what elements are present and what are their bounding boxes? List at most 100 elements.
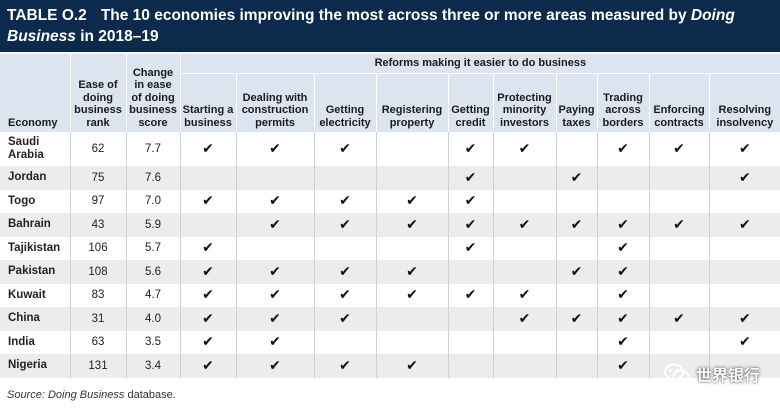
header-reform-area: Protecting minority investors [492,73,556,132]
checkmark-icon: ✔ [518,141,531,157]
reform-cell [447,330,493,354]
reform-cell: ✔ [708,330,780,354]
reform-cell [555,354,597,378]
checkmark-icon: ✔ [202,263,214,280]
checkmark-icon: ✔ [617,240,629,257]
reform-cell: ✔ [596,260,649,284]
economy-cell: Saudi Arabia [8,136,44,161]
table-row: Jordan 75 7.6 ✔ ✔ ✔ [0,166,780,190]
change-cell: 3.4 [125,354,180,378]
reform-cell: ✔ [313,260,376,284]
checkmark-icon: ✔ [202,193,214,210]
checkmark-icon: ✔ [339,193,351,210]
checkmark-icon: ✔ [269,263,281,280]
title-suffix: in 2018–19 [75,28,159,45]
rank-cell: 131 [69,354,126,378]
change-cell: 4.7 [125,283,180,307]
reform-cell: ✔ [235,132,314,166]
reform-cell [375,330,448,354]
reform-cell: ✔ [447,236,493,260]
title-text: The 10 economies improving the most acro… [100,7,691,24]
reform-cell [648,236,709,260]
reform-cell [555,132,597,166]
checkmark-icon: ✔ [269,287,281,304]
checkmark-icon: ✔ [269,357,281,374]
header-rank: Ease of doing business rank [69,54,126,132]
checkmark-icon: ✔ [617,310,629,327]
reform-cell [447,354,493,378]
reform-cell [555,236,597,260]
checkmark-icon: ✔ [518,287,531,304]
reform-cell [648,166,709,190]
reform-cell [179,166,236,190]
checkmark-icon: ✔ [406,287,418,304]
table-row: Pakistan 108 5.6 ✔ ✔ ✔ ✔ ✔ ✔ [0,260,780,284]
reform-cell: ✔ [313,132,376,166]
checkmark-icon: ✔ [339,263,351,280]
header-reform-area: Registering property [375,73,448,132]
reform-cell [555,330,597,354]
reform-cell [313,330,376,354]
reform-cell [492,354,556,378]
header-reforms-group: Reforms making it easier to do business [179,54,780,74]
reform-cell: ✔ [648,132,709,166]
checkmark-icon: ✔ [339,216,351,233]
reform-cell [708,236,780,260]
table-row: Saudi Arabia 62 7.7 ✔ ✔ ✔ ✔ ✔ ✔ ✔ ✔ [0,132,780,166]
reform-cell [648,260,709,284]
rank-cell: 62 [69,132,126,166]
reform-cell: ✔ [708,132,780,166]
table-row: India 63 3.5 ✔ ✔ ✔ ✔ [0,330,780,354]
checkmark-icon: ✔ [406,193,418,210]
checkmark-icon: ✔ [269,216,281,233]
economy-cell: Togo [8,194,36,207]
change-cell: 7.0 [125,189,180,213]
checkmark-icon: ✔ [339,310,351,327]
reform-cell: ✔ [596,307,649,331]
rank-cell: 108 [69,260,126,284]
rank-cell: 83 [69,283,126,307]
checkmark-icon: ✔ [617,216,629,233]
checkmark-icon: ✔ [464,193,477,210]
reform-cell: ✔ [235,354,314,378]
checkmark-icon: ✔ [202,240,214,257]
checkmark-icon: ✔ [202,287,214,304]
checkmark-icon: ✔ [673,141,685,157]
reform-cell: ✔ [179,354,236,378]
checkmark-icon: ✔ [406,263,418,280]
checkmark-icon: ✔ [464,169,477,186]
checkmark-icon: ✔ [406,216,418,233]
reform-cell: ✔ [648,213,709,237]
reform-cell: ✔ [313,307,376,331]
title-emphasis: Doing Business [7,7,735,45]
reform-cell: ✔ [375,189,448,213]
reform-cell: ✔ [375,283,448,307]
watermark-text: 世界银行 [695,366,760,385]
reform-cell [235,236,314,260]
wechat-icon [664,363,690,384]
change-cell: 7.7 [125,132,180,166]
reform-cell: ✔ [492,213,556,237]
reform-cell: ✔ [313,213,376,237]
reform-cell [375,307,448,331]
reform-cell [375,236,448,260]
economy-cell: Tajikistan [8,241,61,254]
rank-cell: 43 [69,213,126,237]
checkmark-icon: ✔ [617,357,629,374]
reform-cell [492,330,556,354]
checkmark-icon: ✔ [339,287,351,304]
reform-cell [313,166,376,190]
reform-cell: ✔ [447,132,493,166]
reform-cell: ✔ [596,330,649,354]
reform-cell: ✔ [179,132,236,166]
reform-cell: ✔ [313,283,376,307]
reform-cell: ✔ [555,213,597,237]
checkmark-icon: ✔ [617,263,629,280]
reform-cell: ✔ [596,283,649,307]
reform-cell: ✔ [555,260,597,284]
header-reform-area: Getting electricity [313,73,376,132]
checkmark-icon: ✔ [339,141,351,157]
rank-cell: 106 [69,236,126,260]
source-name: Doing Business [47,389,125,401]
economy-cell: China [0,307,70,331]
